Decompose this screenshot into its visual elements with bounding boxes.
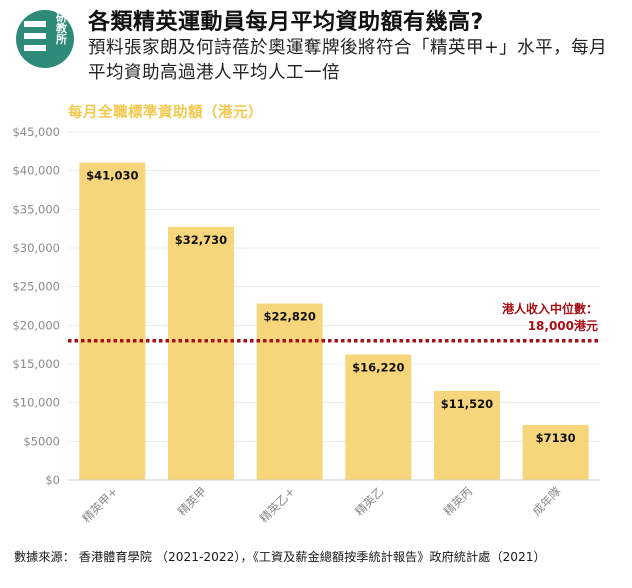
bar-chart: $0 $5000 $10,000 $15,000 $20,000 $25,000 $30,0…	[12, 125, 600, 525]
x-tick-label: 精英乙+	[257, 484, 298, 525]
y-tick-label: $35,000	[12, 202, 60, 216]
x-tick-label: 精英甲+	[79, 484, 120, 525]
bar	[256, 303, 323, 480]
bar-value-label: $22,820	[263, 310, 315, 324]
y-tick-label: $10,000	[12, 396, 60, 410]
x-tick-label: 成年隊	[529, 484, 564, 519]
bar-value-label: $11,520	[441, 397, 493, 411]
bar	[522, 424, 589, 480]
y-tick-label: $0	[45, 473, 60, 487]
bar	[434, 390, 500, 480]
y-tick-label: $5000	[23, 434, 60, 448]
bar	[79, 162, 146, 480]
bar-value-label: $7130	[536, 431, 576, 445]
page-title: 各類精英運動員每月平均資助額有幾高?	[88, 10, 484, 35]
svg-text:研教所: 研教所	[55, 11, 69, 45]
chart-caption: 每月全職標準資助額（港元）	[68, 105, 263, 121]
page-subtitle: 預料張家朗及何詩蓓於奧運奪牌後將符合「精英甲+」水平，每月平均資助高過港人平均人…	[88, 38, 608, 83]
median-income-label: 18,000港元	[528, 318, 598, 333]
bar-value-label: $16,220	[352, 361, 404, 375]
source-note: 數據來源： 香港體育學院 （2021-2022），《工資及薪金總額按季統計報告》…	[14, 550, 546, 564]
y-tick-label: $15,000	[12, 357, 60, 371]
bar	[345, 354, 412, 480]
y-tick-label: $30,000	[12, 241, 60, 255]
bar	[168, 226, 234, 480]
median-income-label: 港人收入中位數：	[502, 301, 598, 316]
bar-value-label: $32,730	[175, 233, 227, 247]
x-tick-label: 精英乙	[352, 484, 386, 518]
y-tick-label: $25,000	[12, 280, 60, 294]
y-tick-label: $40,000	[12, 164, 60, 178]
x-tick-label: 精英丙	[441, 484, 475, 518]
y-tick-label: $20,000	[12, 318, 60, 332]
x-tick-label: 精英甲	[175, 484, 209, 518]
research-institute-logo: 研教所	[16, 10, 74, 68]
y-tick-label: $45,000	[12, 125, 60, 139]
bar-value-label: $41,030	[86, 169, 138, 183]
